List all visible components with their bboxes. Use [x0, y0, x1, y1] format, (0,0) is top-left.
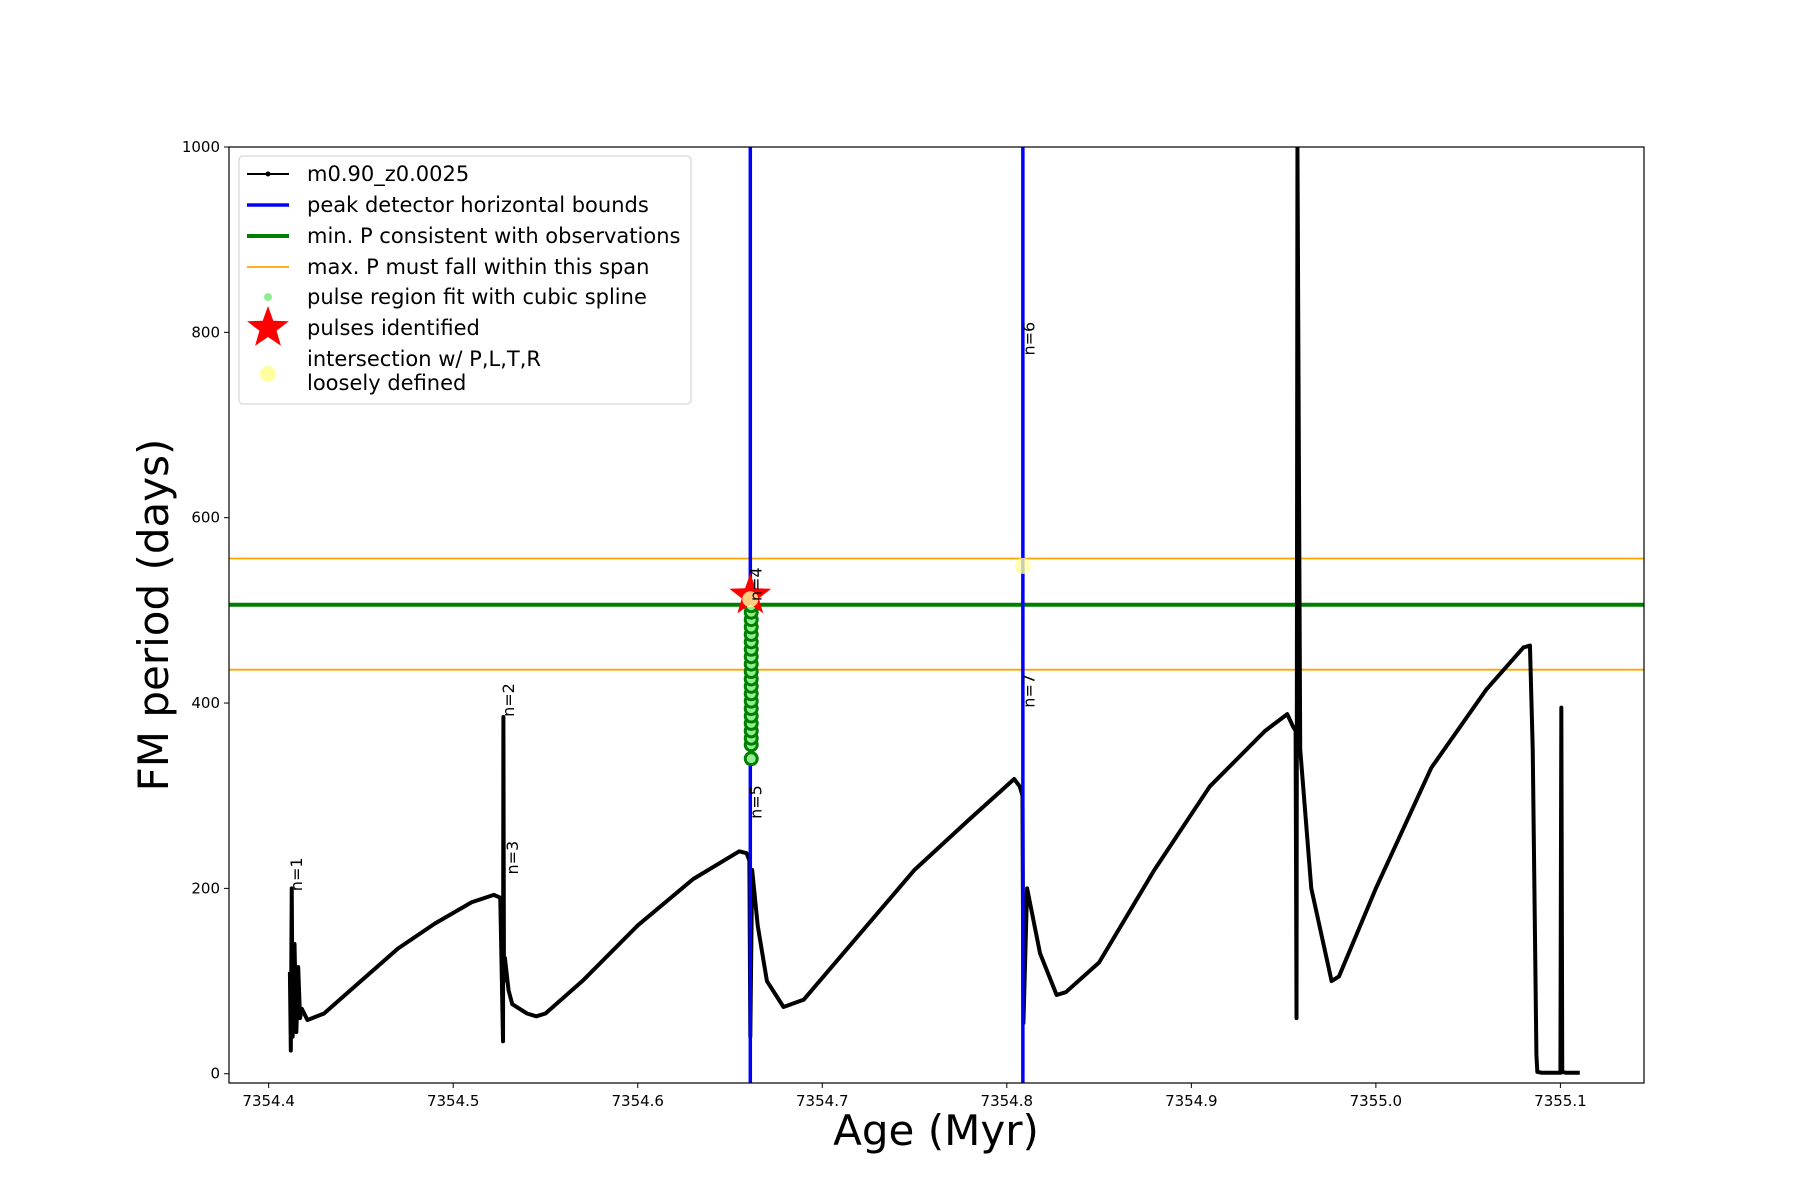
- y-tick-label: 400: [191, 694, 220, 712]
- x-tick-label: 7354.7: [796, 1092, 849, 1110]
- annotation: n=7: [1020, 674, 1039, 708]
- intersection-point: [742, 591, 759, 608]
- x-axis-label: Age (Myr): [833, 1106, 1039, 1155]
- pulse-region-point: [743, 751, 759, 767]
- legend-label: intersection w/ P,L,T,R: [307, 347, 541, 371]
- legend-label: pulses identified: [307, 316, 480, 340]
- annotation: n=5: [746, 785, 765, 819]
- x-tick-label: 7354.8: [981, 1092, 1034, 1110]
- x-tick-label: 7355.1: [1534, 1092, 1587, 1110]
- axes-frame: [228, 146, 1645, 1084]
- legend-label: min. P consistent with observations: [307, 224, 680, 248]
- legend-label: pulse region fit with cubic spline: [307, 285, 647, 309]
- y-tick-label: 1000: [182, 138, 220, 156]
- y-tick-label: 600: [191, 509, 220, 527]
- legend-box: [238, 155, 692, 405]
- y-tick-label: 800: [191, 323, 220, 341]
- legend-label: peak detector horizontal bounds: [307, 193, 649, 217]
- plot: n=1 n=2 n=3 n=4 n=5 n=6 n=7: [229, 147, 1644, 1083]
- legend-handle: [247, 306, 289, 346]
- y-tick-label: 0: [210, 1065, 220, 1083]
- x-tick-label: 7354.4: [242, 1092, 295, 1110]
- legend-label: max. P must fall within this span: [307, 255, 649, 279]
- x-tick-label: 7354.9: [1165, 1092, 1218, 1110]
- x-tick-label: 7355.0: [1350, 1092, 1403, 1110]
- annotation: n=1: [287, 857, 306, 891]
- legend-handle: [264, 293, 272, 301]
- legend-label: m0.90_z0.0025: [307, 162, 469, 187]
- x-tick-label: 7354.6: [611, 1092, 664, 1110]
- legend-label: loosely defined: [307, 371, 466, 395]
- intersection-point: [1014, 557, 1031, 574]
- annotation: n=3: [503, 841, 522, 875]
- annotation: n=2: [499, 683, 518, 717]
- legend-handle: [265, 171, 271, 177]
- annotation: n=4: [746, 567, 765, 601]
- legend-handle: [260, 366, 276, 382]
- y-tick-label: 200: [191, 879, 220, 897]
- annotation: n=6: [1020, 322, 1039, 356]
- y-axis-label: FM period (days): [129, 439, 178, 792]
- data-line: [287, 147, 1580, 1075]
- x-tick-label: 7354.5: [427, 1092, 480, 1110]
